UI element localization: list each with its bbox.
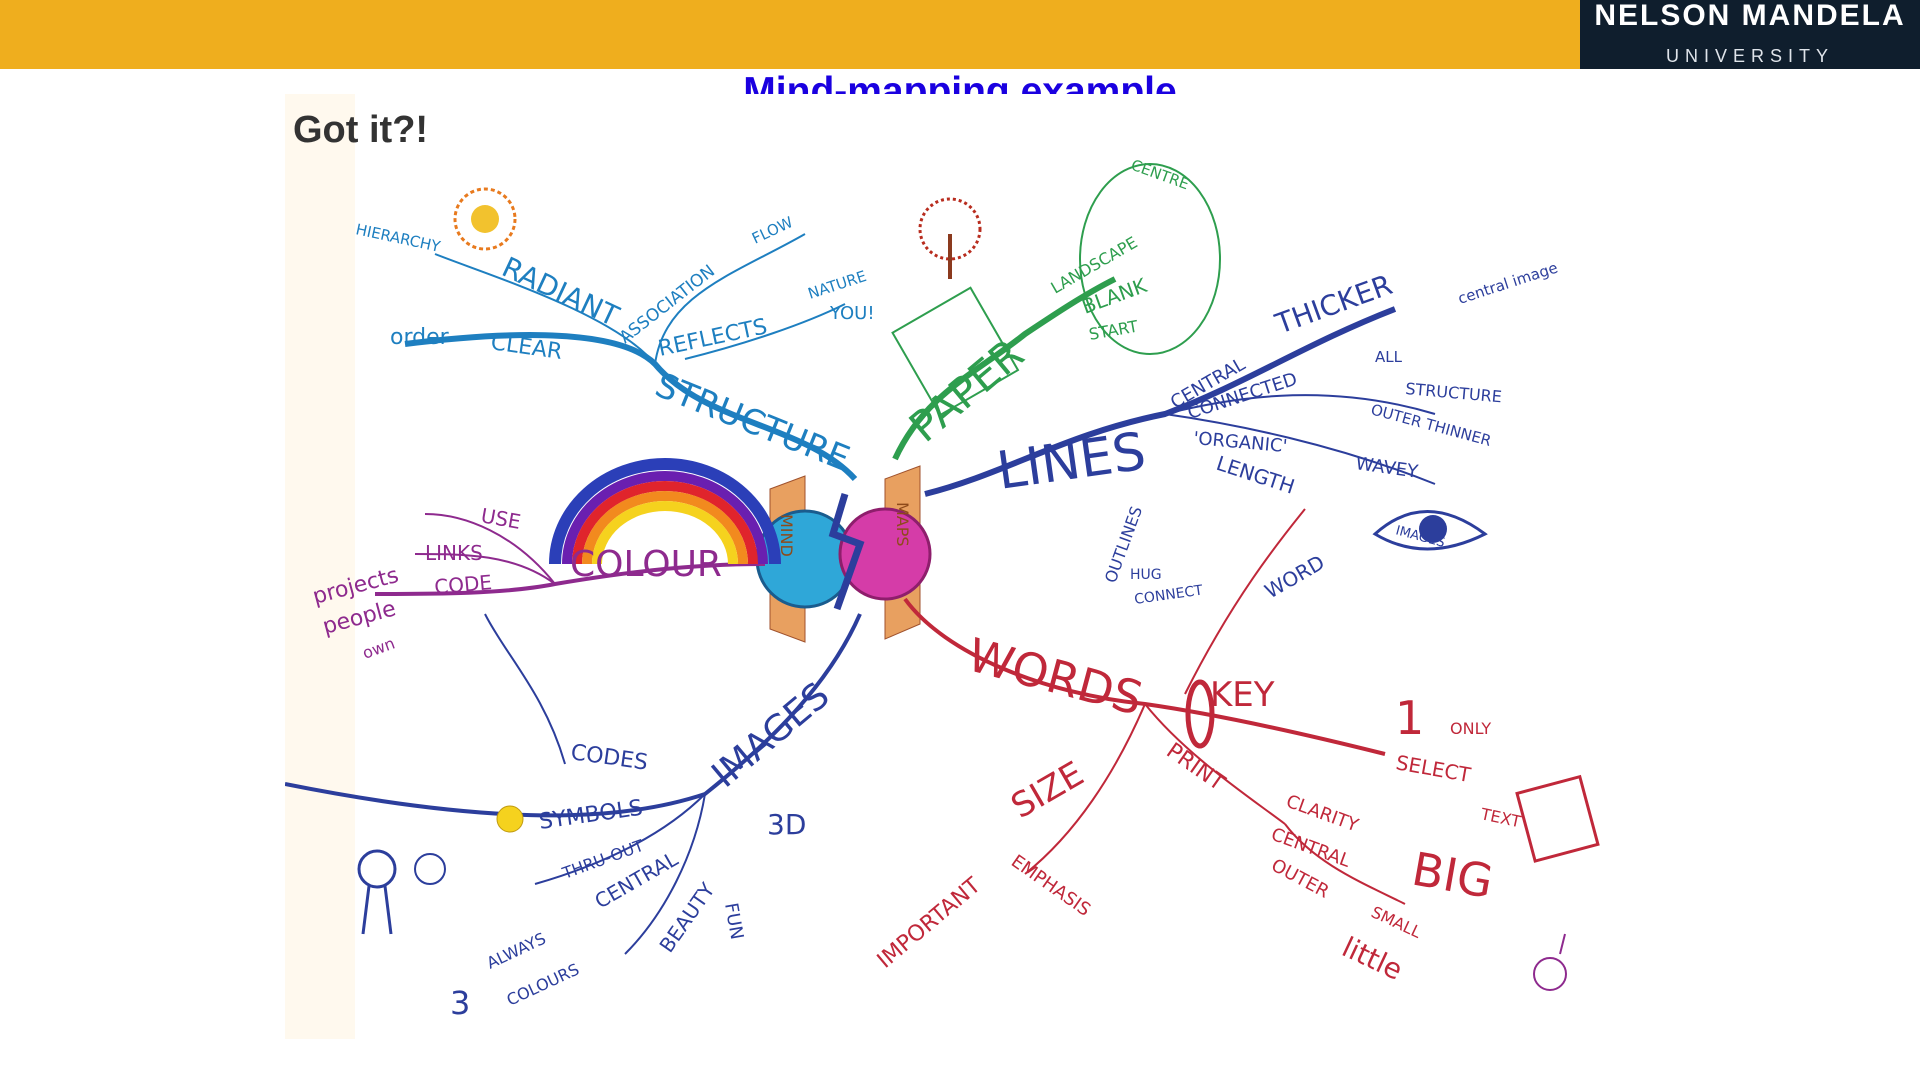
structure-sub-order: order [390,325,450,350]
branch-label-colour: COLOUR [570,544,722,585]
book-icon [1515,774,1600,863]
caption-got-it: Got it?! [293,109,428,151]
center-word-mind: MIND [777,514,796,557]
lines-sub-all: ALL [1375,348,1403,366]
smiley-icon [414,853,446,885]
images-sub-3: 3 [450,984,470,1022]
lightbulb-icon [496,805,524,833]
structure-sub-you: YOU! [829,303,875,324]
words-sub-only: ONLY [1450,719,1491,738]
center-word-maps: MAPS [893,502,912,547]
colour-sub-code: CODE [433,570,493,599]
key-icon [1185,679,1215,749]
lines-sub-hug: HUG [1130,567,1162,583]
award-ribbon-icon [357,849,397,935]
logo-main-text: NELSON MANDELA [1594,0,1906,32]
doodle-figure-icon [1533,933,1567,991]
tree-icon [918,197,982,279]
mind-map-illustration: Got it?! MIND MAPS STRUCTURE RADIANT HIE… [285,94,1635,1039]
words-sub-key: KEY [1210,675,1275,715]
nelson-mandela-university-logo: NELSON MANDELA UNIVERSITY [1580,0,1920,69]
eye-icon [1372,510,1488,551]
firework-icon [453,187,517,251]
words-sub-1: 1 [1395,691,1424,745]
branch-colour: COLOUR USE LINKS CODE projects people ow… [310,458,781,663]
colour-sub-links: LINKS [425,541,483,565]
central-image: MIND MAPS [755,465,932,643]
logo-sub-text: UNIVERSITY [1665,46,1835,66]
images-sub-3d: 3D [767,808,806,841]
rainbow-icon [549,458,781,565]
